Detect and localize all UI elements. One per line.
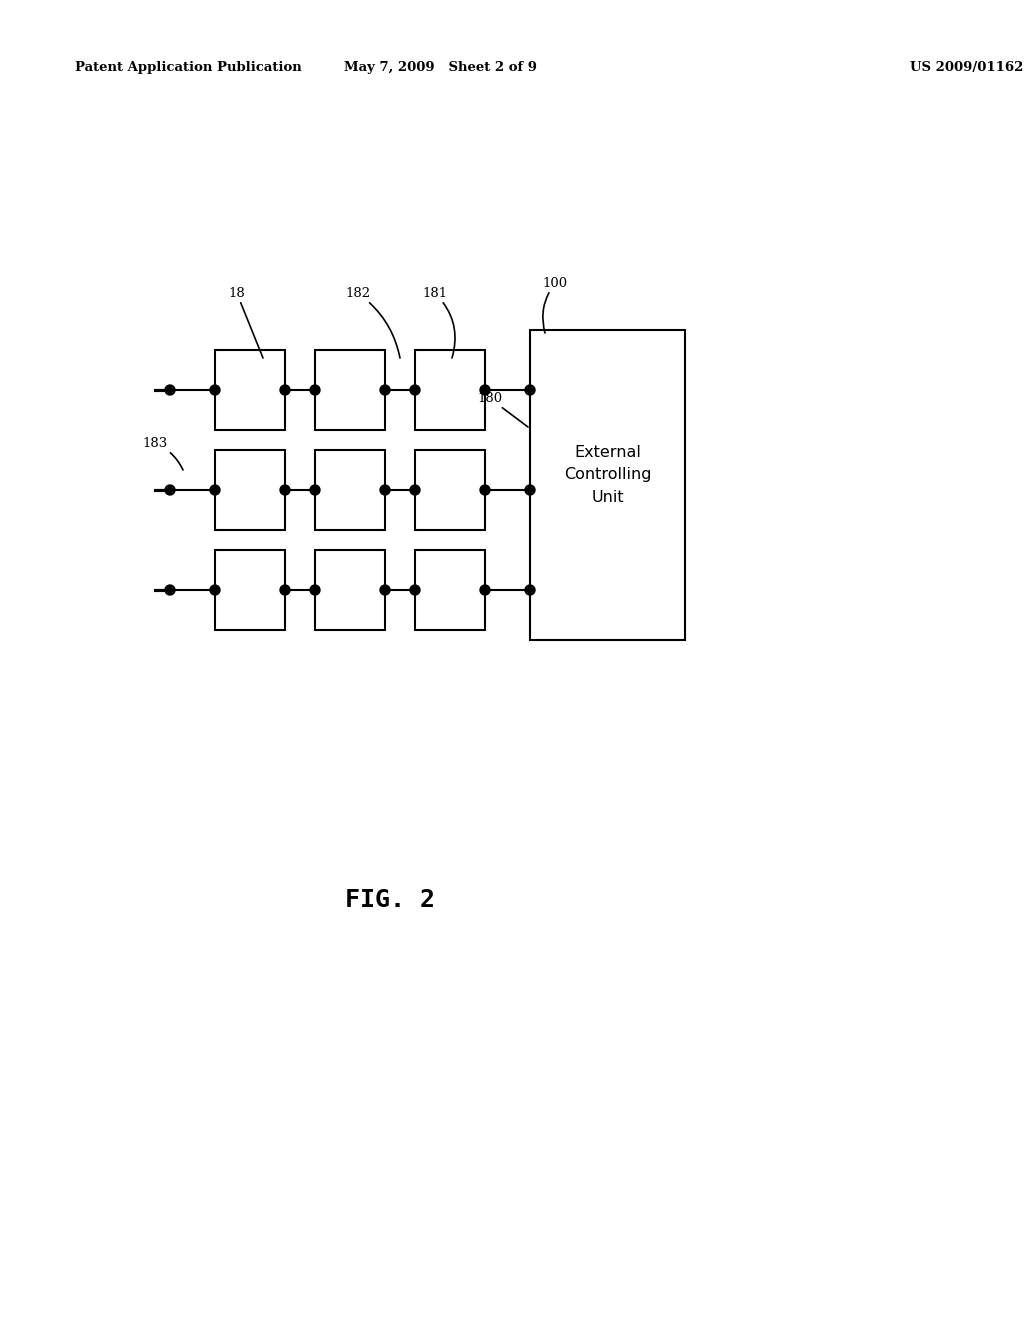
Text: 183: 183 bbox=[142, 437, 183, 470]
Circle shape bbox=[525, 385, 535, 395]
Text: 182: 182 bbox=[345, 286, 400, 358]
Text: 18: 18 bbox=[228, 286, 263, 358]
Circle shape bbox=[310, 484, 319, 495]
Circle shape bbox=[280, 484, 290, 495]
Circle shape bbox=[165, 585, 175, 595]
Text: External
Controlling
Unit: External Controlling Unit bbox=[564, 445, 651, 504]
Bar bbox=[315, 350, 385, 430]
Text: FIG. 2: FIG. 2 bbox=[345, 888, 435, 912]
Text: US 2009/0116235 A1: US 2009/0116235 A1 bbox=[910, 62, 1024, 74]
Text: May 7, 2009   Sheet 2 of 9: May 7, 2009 Sheet 2 of 9 bbox=[343, 62, 537, 74]
Circle shape bbox=[525, 484, 535, 495]
Circle shape bbox=[380, 585, 390, 595]
Bar bbox=[530, 330, 685, 640]
Text: 181: 181 bbox=[423, 286, 455, 358]
Bar bbox=[215, 350, 285, 430]
Circle shape bbox=[210, 484, 220, 495]
Circle shape bbox=[480, 585, 490, 595]
Bar bbox=[215, 450, 285, 531]
Circle shape bbox=[310, 385, 319, 395]
Circle shape bbox=[210, 385, 220, 395]
Circle shape bbox=[410, 484, 420, 495]
Bar bbox=[315, 450, 385, 531]
Bar bbox=[315, 550, 385, 630]
Circle shape bbox=[480, 385, 490, 395]
Circle shape bbox=[410, 385, 420, 395]
Circle shape bbox=[380, 484, 390, 495]
Circle shape bbox=[165, 484, 175, 495]
Bar bbox=[415, 350, 485, 430]
Circle shape bbox=[480, 484, 490, 495]
Text: Patent Application Publication: Patent Application Publication bbox=[75, 62, 302, 74]
Circle shape bbox=[525, 585, 535, 595]
Circle shape bbox=[165, 385, 175, 395]
Circle shape bbox=[310, 585, 319, 595]
Bar bbox=[215, 550, 285, 630]
Circle shape bbox=[380, 385, 390, 395]
Bar bbox=[415, 450, 485, 531]
Text: 180: 180 bbox=[477, 392, 528, 426]
Text: 100: 100 bbox=[543, 277, 567, 333]
Circle shape bbox=[410, 585, 420, 595]
Circle shape bbox=[280, 385, 290, 395]
Circle shape bbox=[210, 585, 220, 595]
Circle shape bbox=[280, 585, 290, 595]
Bar bbox=[415, 550, 485, 630]
